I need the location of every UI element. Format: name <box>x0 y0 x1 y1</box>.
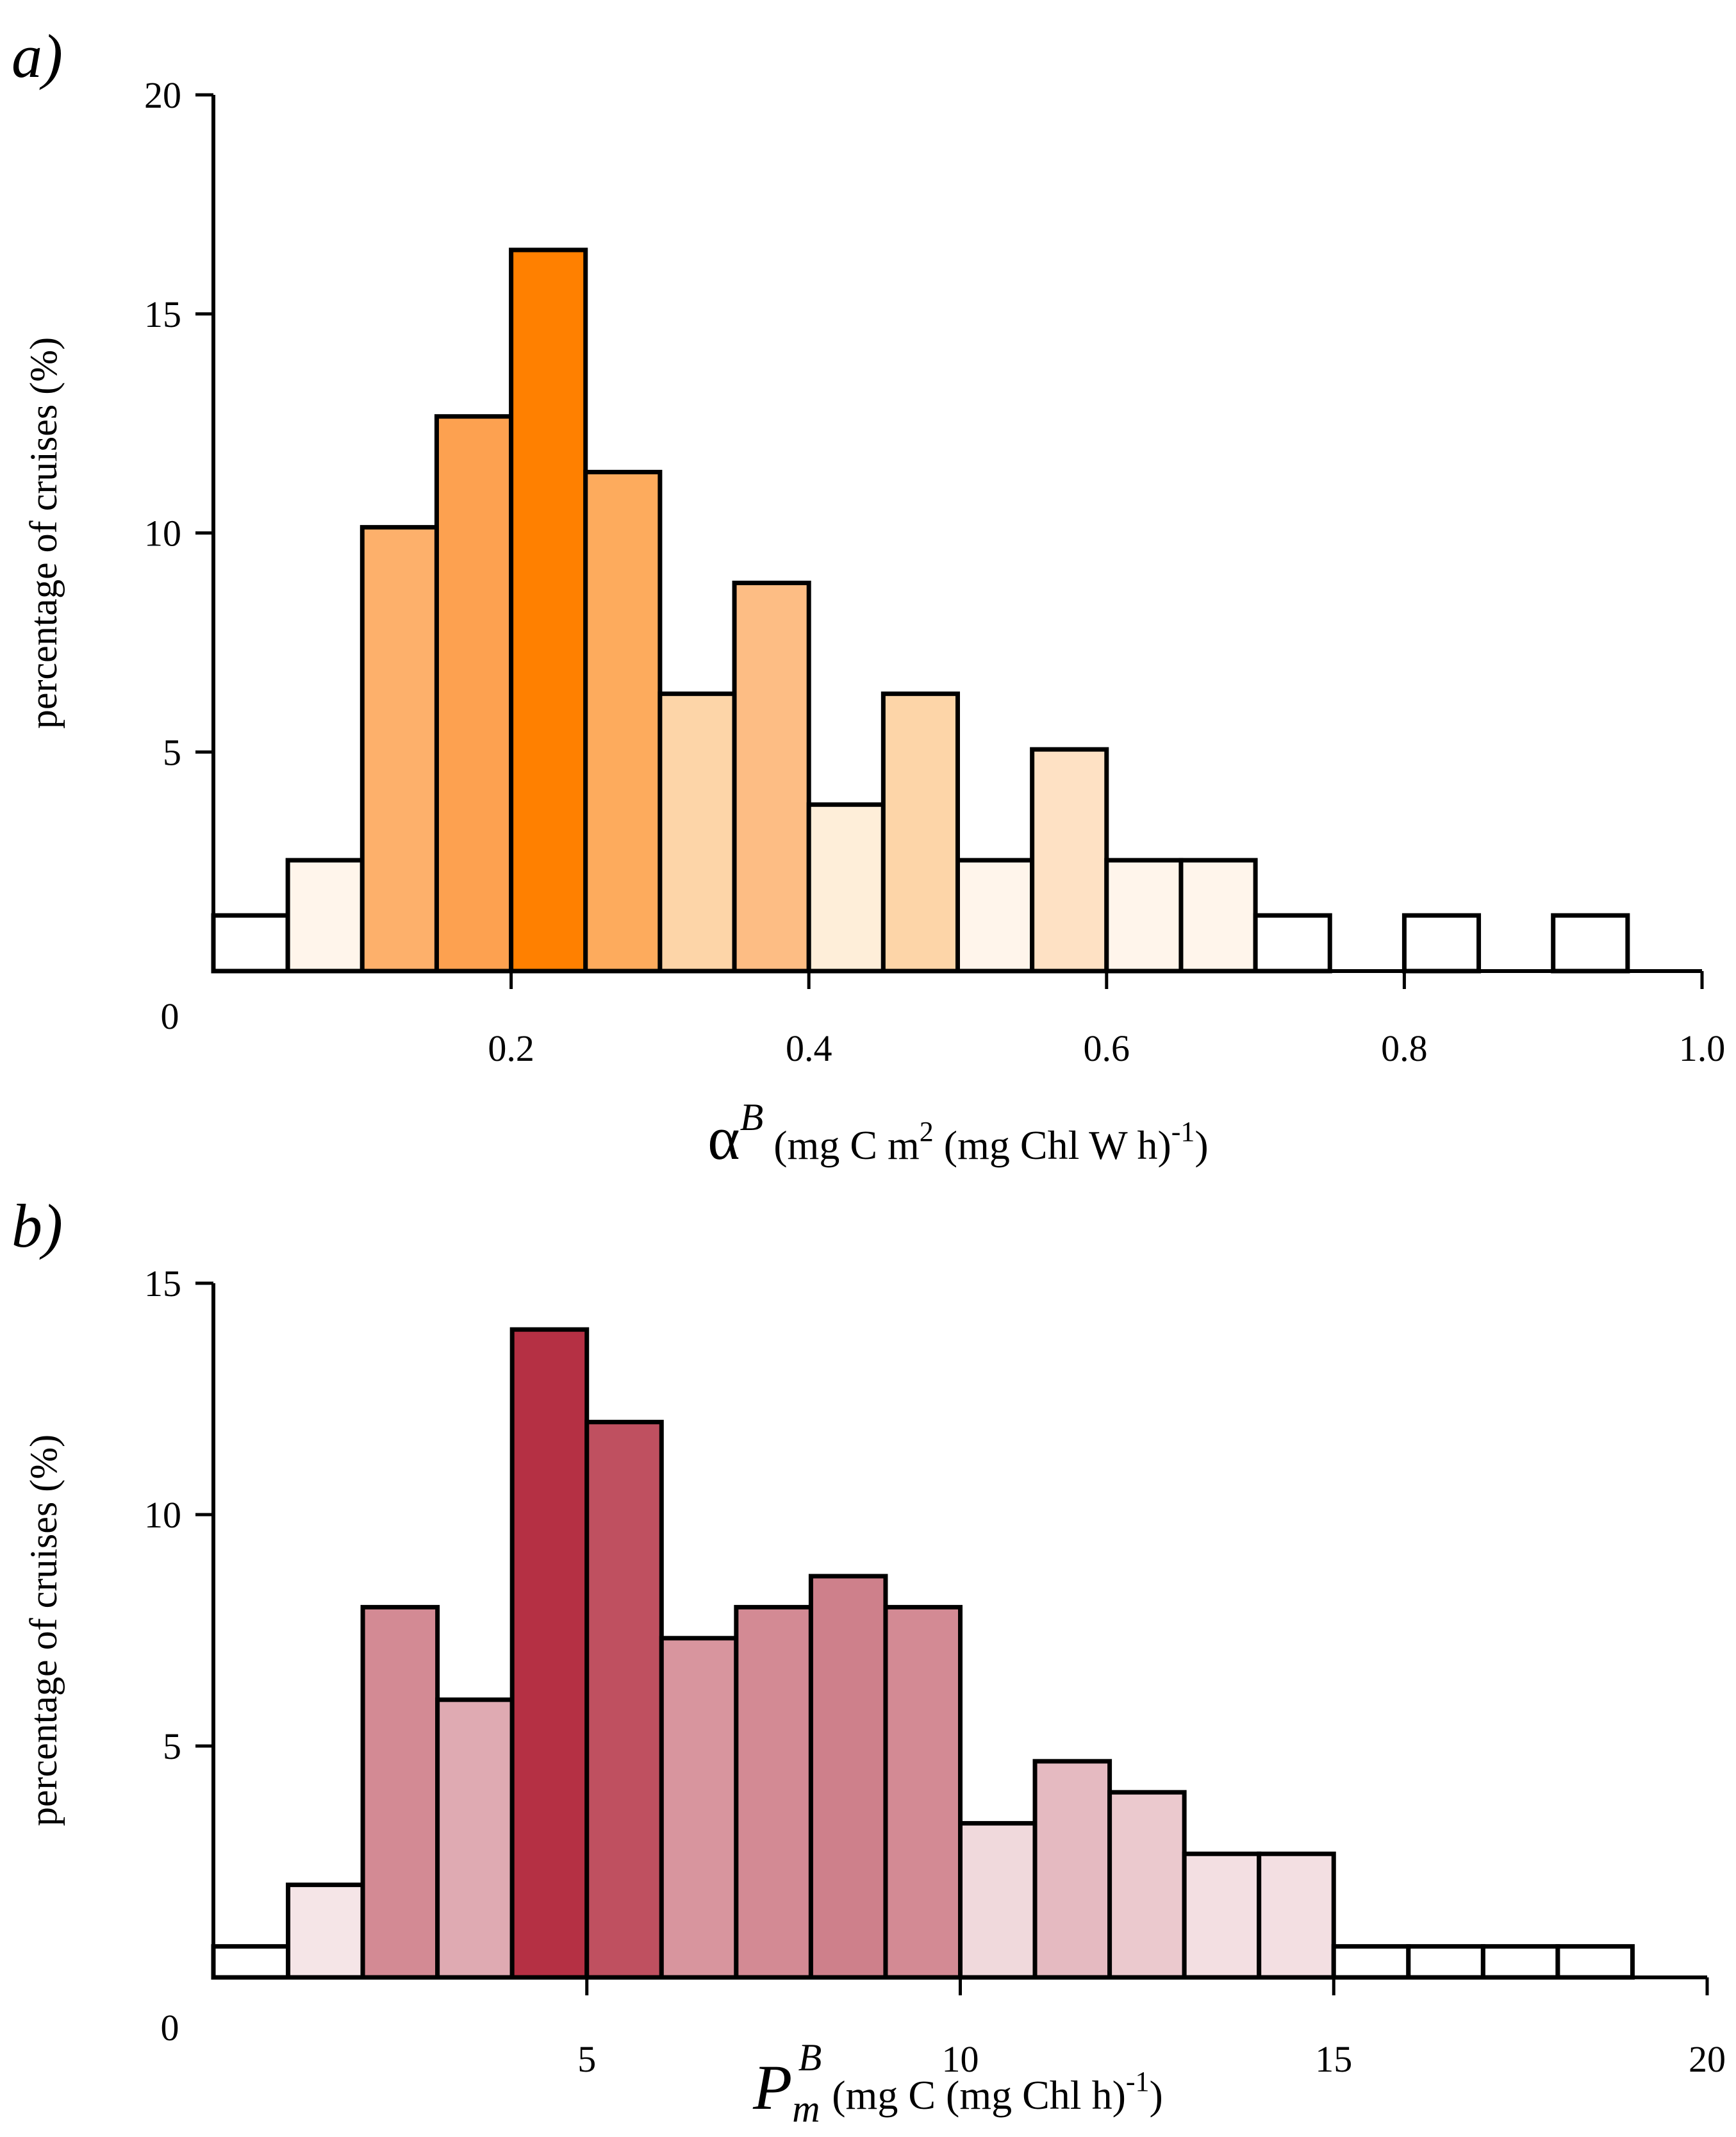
panel-b-x-tick-label-3: 20 <box>1689 2038 1726 2080</box>
panel-b-bar-1 <box>286 1883 365 1980</box>
panel-a-y-tick-label-3: 15 <box>144 294 181 335</box>
panel-a-bar-16 <box>1401 913 1482 974</box>
panel-a-x-tick-label-3: 0.8 <box>1381 1027 1428 1069</box>
panel-a-xlabel-units-post: ) <box>1195 1122 1208 1168</box>
panel-b-xlabel-symbol: P <box>752 2052 792 2123</box>
panel-a-bar-14 <box>1253 913 1332 974</box>
panel-a-y-axis-label: percentage of cruises (%) <box>22 337 65 729</box>
panel-a-bar-2 <box>360 525 439 974</box>
panel-b-bar-6 <box>659 1636 739 1980</box>
panel-b-y-axis-label: percentage of cruises (%) <box>22 1434 65 1826</box>
panel-b-bar-14 <box>1257 1851 1336 1980</box>
panel-b-xlabel-units-pre: (mg C (mg Chl h) <box>822 2072 1126 2118</box>
panel-a-x-tick-label-1: 0.4 <box>786 1027 832 1069</box>
panel-a-y-tick-label-1: 5 <box>163 731 181 773</box>
panel-a-bar-7 <box>732 580 811 974</box>
panel-b-bar-10 <box>958 1821 1037 1980</box>
panel-a-x-tick-label-4: 1.0 <box>1679 1027 1726 1069</box>
panel-b-bar-11 <box>1032 1759 1112 1980</box>
panel-b-y-tick-label-3: 15 <box>144 1263 181 1304</box>
panel-b-bar-16 <box>1406 1944 1485 1980</box>
panel-b-x-tick-label-2: 15 <box>1315 2038 1352 2080</box>
panel-b-bar-2 <box>360 1604 440 1980</box>
panel-a-xlabel-symbol: α <box>707 1104 740 1172</box>
panel-a-xlabel-sup: B <box>740 1096 764 1138</box>
panel-b-bar-8 <box>808 1574 888 1980</box>
panel-b-bar-5 <box>584 1420 664 1980</box>
panel-b-xlabel-sup: B <box>798 2036 822 2079</box>
panel-b-bar-18 <box>1555 1944 1635 1980</box>
panel-b-bar-15 <box>1331 1944 1411 1980</box>
panel-b-bar-3 <box>435 1697 515 1980</box>
panel-b-label: b) <box>12 1192 63 1260</box>
panel-a-alpha-histogram: 0 5 10 15 20 0.2 0.4 0.6 0.8 1.0 percentage of cru… <box>12 22 1725 1172</box>
panel-b-bar-0 <box>211 1944 291 1980</box>
panel-a-xlabel-units-sup2: -1 <box>1171 1116 1195 1147</box>
panel-b-bar-4 <box>509 1327 590 1980</box>
panel-b-y-tick-label-1: 5 <box>163 1725 181 1767</box>
panel-a-bars <box>211 247 1630 974</box>
panel-a-bar-6 <box>657 691 737 974</box>
panel-b-pmax-histogram: 0 5 10 15 5 10 15 20 percentage of cruises (%) b)… <box>12 1192 1726 2130</box>
panel-b-x-axis-label: PmB (mg C (mg Chl h)-1) <box>752 2036 1163 2130</box>
panel-a-bar-11 <box>1030 747 1109 974</box>
panel-b-y-tick-label-0: 0 <box>161 2007 179 2049</box>
panel-b-y-tick-label-2: 10 <box>144 1494 181 1536</box>
panel-b-bar-13 <box>1182 1851 1262 1980</box>
panel-a-xlabel-units-pre: (mg C m <box>763 1122 920 1168</box>
panel-b-xlabel-units-post: ) <box>1150 2072 1163 2118</box>
panel-b-bar-17 <box>1480 1944 1560 1980</box>
panel-a-bar-0 <box>211 913 290 974</box>
panel-a-bar-9 <box>880 691 960 974</box>
panel-a-bar-18 <box>1551 913 1630 974</box>
panel-b-bar-7 <box>734 1604 813 1980</box>
panel-a-x-tick-label-2: 0.6 <box>1084 1027 1130 1069</box>
panel-b-xlabel-units-sup1: -1 <box>1126 2066 1150 2097</box>
panel-b-bar-12 <box>1107 1790 1187 1980</box>
panel-b-bar-9 <box>883 1604 963 1980</box>
panel-a-xlabel-units-mid: (mg Chl W h) <box>934 1122 1171 1168</box>
panel-a-y-tick-label-0: 0 <box>161 995 179 1037</box>
panel-a-bar-5 <box>583 469 663 974</box>
panel-a-bar-13 <box>1178 858 1258 974</box>
panel-a-y-tick-label-2: 10 <box>144 513 181 554</box>
panel-a-bar-10 <box>955 858 1035 974</box>
panel-a-bar-1 <box>285 858 365 974</box>
panel-a-x-tick-label-0: 0.2 <box>488 1027 534 1069</box>
panel-b-x-tick-label-1: 10 <box>942 2038 979 2080</box>
panel-a-x-axis-label: αB (mg C m2 (mg Chl W h)-1) <box>707 1096 1208 1172</box>
panel-a-bar-4 <box>509 247 588 974</box>
panel-a-bar-3 <box>434 414 514 974</box>
panel-b-bars <box>211 1327 1635 1980</box>
panel-a-xlabel-units-sup1: 2 <box>920 1116 934 1147</box>
panel-b-x-tick-label-0: 5 <box>577 2038 596 2080</box>
panel-b-xlabel-sub: m <box>792 2088 820 2130</box>
panel-a-label: a) <box>12 22 63 90</box>
panel-a-bar-8 <box>806 802 886 974</box>
panel-a-bar-12 <box>1104 858 1184 974</box>
panel-a-y-tick-label-4: 20 <box>144 74 181 116</box>
